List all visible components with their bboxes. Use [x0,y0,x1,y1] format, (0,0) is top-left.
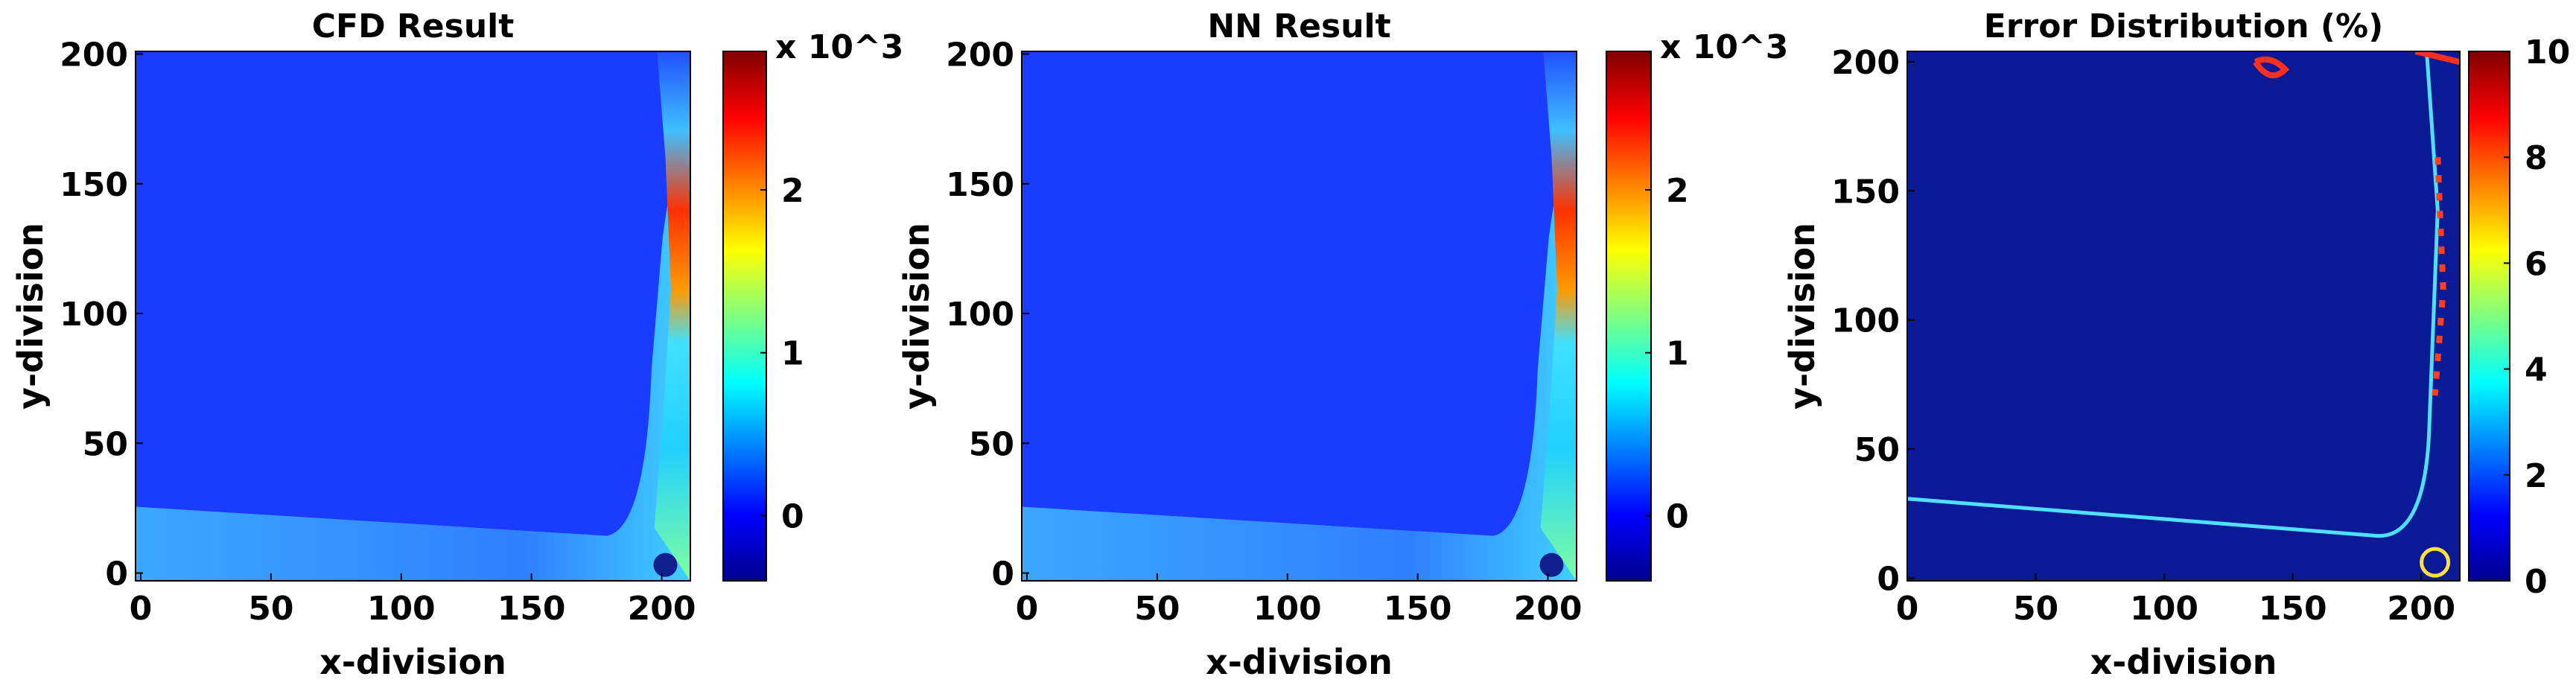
colorbar-tick-label: 0 [1666,497,1689,535]
chart-title: Error Distribution (%) [1984,7,2383,45]
panel: 0 50 100 150 200 0 50 100 150 200 CFD Result x-divi… [10,7,903,682]
x-tick-label: 150 [2259,590,2327,628]
colorbar [722,51,767,582]
y-tick-label: 150 [60,166,128,204]
field-wall [1907,51,2440,538]
y-axis-label: y-division [897,223,937,410]
x-tick-label: 50 [2013,590,2058,628]
x-tick-label: 200 [2387,590,2455,628]
colorbar-label: x 10^3 [775,28,903,66]
field-edge [654,51,690,581]
x-tick-label: 200 [1514,590,1583,628]
y-tick-label: 200 [946,36,1014,74]
x-tick-label: 0 [130,590,153,628]
y-axis-label: y-division [10,223,51,410]
x-tick-label: 100 [2130,590,2198,628]
y-tick-label: 100 [60,296,128,334]
chart-title: CFD Result [312,7,515,45]
y-tick-label: 100 [1831,302,1900,340]
heatmap-field [136,51,690,581]
colorbar-tick-label: 2 [2525,457,2548,495]
x-tick-label: 150 [497,590,566,628]
y-tick-label: 0 [1877,561,1900,599]
colorbar-tick-label: 2 [781,172,804,210]
field-background [136,51,690,581]
colorbar-tick-label: 2 [1666,172,1689,210]
field-vortex [1539,553,1564,577]
y-tick-label: 200 [60,36,128,74]
y-tick-label: 50 [1854,431,1900,469]
y-tick-label: 200 [1831,44,1900,82]
x-tick-label: 100 [1253,590,1322,628]
field-wall-hot [2432,157,2446,396]
y-tick-label: 0 [105,555,128,593]
field-background [1022,51,1577,581]
y-tick-label: 150 [1831,173,1900,211]
x-axis-label: x-division [1206,642,1393,682]
heatmap-field [1907,51,2460,581]
chart-title: NN Result [1207,7,1390,45]
field-vortex [653,553,678,577]
colorbar-tick-label: 1 [781,335,804,373]
plot-frame [135,51,691,582]
colorbar-tick-label: 1 [1666,335,1689,373]
colorbar-tick-label: 4 [2525,351,2548,389]
field-floor [136,51,690,581]
y-tick-label: 50 [83,425,128,463]
field-vortex [2420,547,2451,578]
x-axis-label: x-division [319,642,506,682]
field-floor [1022,51,1577,581]
y-tick-label: 100 [946,296,1014,334]
plot-frame [1906,51,2461,582]
x-tick-label: 50 [248,590,293,628]
x-axis-label: x-division [2090,642,2277,682]
colorbar-tick-label: 6 [2525,245,2548,283]
x-tick-label: 50 [1134,590,1180,628]
panel: 0 50 100 150 200 0 50 100 150 200 NN Result x-divis… [897,7,1788,682]
y-tick-label: 150 [946,166,1014,204]
colorbar [2468,51,2510,582]
x-tick-label: 150 [1384,590,1452,628]
x-tick-label: 100 [367,590,436,628]
y-tick-label: 50 [969,425,1014,463]
y-axis-label: y-division [1782,223,1822,410]
plot-frame [1021,51,1577,582]
x-tick-label: 0 [1016,590,1039,628]
colorbar [1606,51,1652,582]
colorbar-tick-label: 0 [781,497,804,535]
colorbar-tick-label: 10 [2525,34,2570,71]
field-edge [1540,51,1577,581]
colorbar-tick-label: 0 [2525,563,2548,601]
y-tick-label: 0 [991,555,1014,593]
field-background [1907,51,2460,581]
x-tick-label: 0 [1896,590,1919,628]
colorbar-label: x 10^3 [1660,28,1788,66]
heatmap-field [1022,51,1577,581]
x-tick-label: 200 [628,590,696,628]
colorbar-tick-label: 8 [2525,139,2548,177]
field-top [2253,51,2460,79]
